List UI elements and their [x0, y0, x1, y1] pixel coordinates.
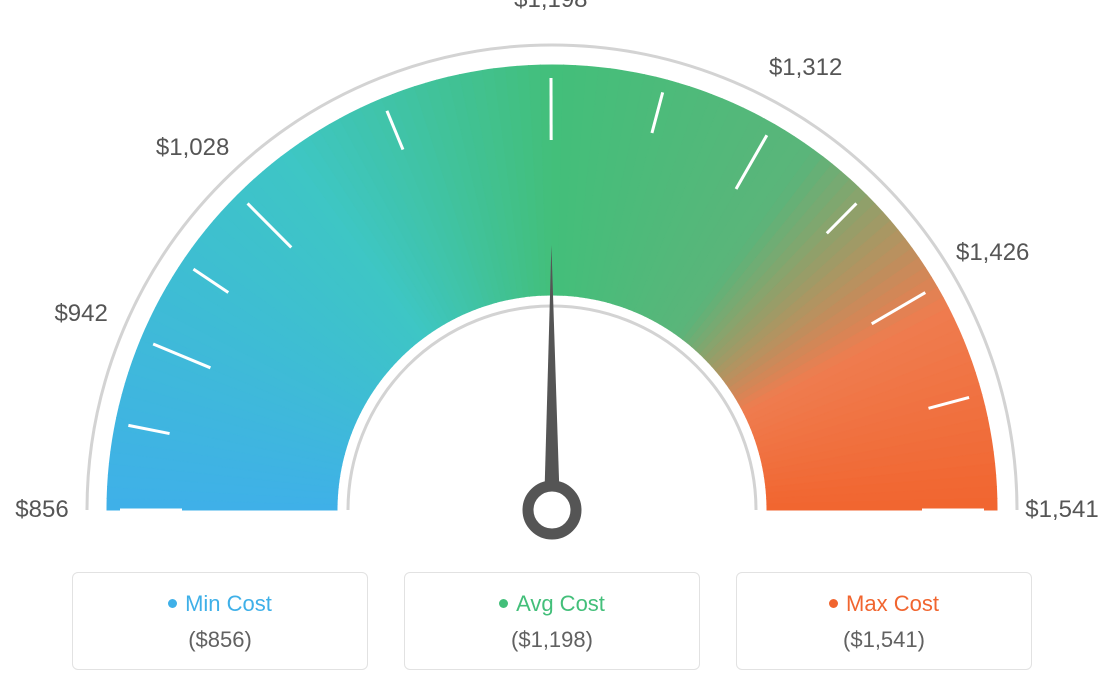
legend-title-min: Min Cost: [73, 591, 367, 617]
legend-title-text: Avg Cost: [516, 591, 605, 616]
gauge-label: $1,426: [956, 239, 1029, 267]
legend-title-text: Min Cost: [185, 591, 272, 616]
gauge-label: $1,198: [514, 0, 587, 14]
legend-card-avg: Avg Cost ($1,198): [404, 572, 700, 670]
legend-row: Min Cost ($856) Avg Cost ($1,198) Max Cost ($…: [72, 572, 1032, 670]
legend-value-max: ($1,541): [737, 627, 1031, 653]
legend-dot-max: [829, 599, 838, 608]
legend-dot-avg: [499, 599, 508, 608]
gauge-label: $856: [15, 496, 68, 524]
gauge-label: $1,028: [156, 134, 229, 162]
legend-title-text: Max Cost: [846, 591, 939, 616]
legend-value-avg: ($1,198): [405, 627, 699, 653]
legend-card-max: Max Cost ($1,541): [736, 572, 1032, 670]
legend-card-min: Min Cost ($856): [72, 572, 368, 670]
gauge-label: $1,541: [1025, 496, 1098, 524]
gauge-label: $942: [54, 300, 107, 328]
legend-dot-min: [168, 599, 177, 608]
gauge-svg: [0, 0, 1104, 560]
cost-gauge: $856 $942 $1,028 $1,198 $1,312 $1,426 $1,541: [0, 0, 1104, 560]
gauge-label: $1,312: [769, 54, 842, 82]
gauge-hub: [528, 486, 576, 534]
legend-value-min: ($856): [73, 627, 367, 653]
legend-title-avg: Avg Cost: [405, 591, 699, 617]
legend-title-max: Max Cost: [737, 591, 1031, 617]
